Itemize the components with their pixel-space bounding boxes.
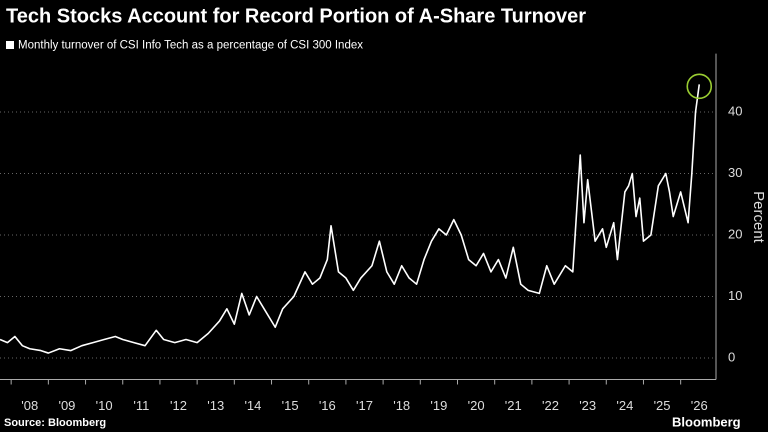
legend-label: Monthly turnover of CSI Info Tech as a p… xyxy=(18,40,363,52)
y-tick-label: 0 xyxy=(728,349,735,364)
data-line xyxy=(0,84,701,354)
x-tick-label: '12 xyxy=(170,398,187,413)
x-tick-label: '09 xyxy=(58,398,75,413)
x-tick-label: '14 xyxy=(244,398,261,413)
y-tick-label: 20 xyxy=(728,226,742,241)
y-tick-label: 30 xyxy=(728,165,742,180)
x-tick-label: '15 xyxy=(282,398,299,413)
x-tick-label: '08 xyxy=(21,398,38,413)
chart-title: Tech Stocks Account for Record Portion o… xyxy=(6,5,586,27)
x-tick-label: '26 xyxy=(691,398,708,413)
y-tick-label: 40 xyxy=(728,103,742,118)
x-tick-label: '16 xyxy=(319,398,336,413)
x-tick-label: '23 xyxy=(579,398,596,413)
x-tick-label: '20 xyxy=(468,398,485,413)
x-tick-label: '18 xyxy=(393,398,410,413)
x-tick-label: '24 xyxy=(616,398,633,413)
x-tick-label: '10 xyxy=(96,398,113,413)
x-tick-label: '19 xyxy=(430,398,447,413)
x-tick-label: '21 xyxy=(505,398,522,413)
source: Source: Bloomberg xyxy=(4,417,106,429)
highlight-circle xyxy=(686,73,713,100)
x-tick-label: '25 xyxy=(654,398,671,413)
y-tick-label: 10 xyxy=(728,288,742,303)
x-tick-label: '13 xyxy=(207,398,224,413)
x-tick-label: '17 xyxy=(356,398,373,413)
logo: Bloomberg xyxy=(672,414,741,429)
x-tick-label: '11 xyxy=(133,398,149,413)
y-axis-label: Percent xyxy=(750,191,767,244)
x-tick-label: '22 xyxy=(542,398,559,413)
legend-swatch xyxy=(6,41,14,49)
